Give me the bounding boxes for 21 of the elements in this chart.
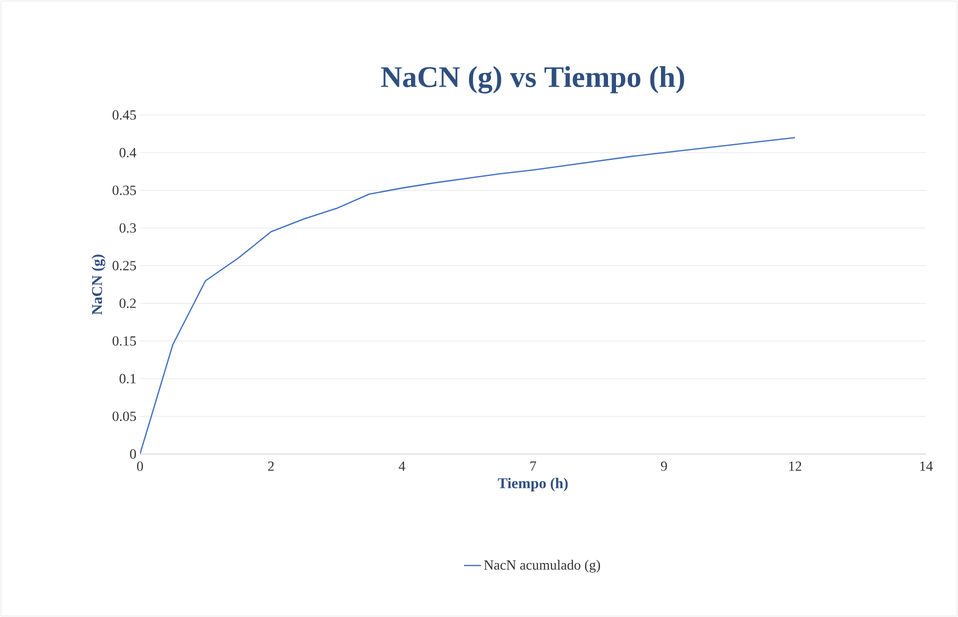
x-tick-label: 9	[660, 462, 667, 471]
x-tick-label: 0	[137, 462, 143, 471]
x-tick-label: 7	[530, 462, 536, 471]
x-tick-label: 2	[268, 462, 274, 471]
y-tick-label: 0.15	[112, 336, 136, 346]
y-tick-label: 0.45	[112, 110, 136, 120]
y-tick-label: 0.2	[120, 298, 136, 308]
x-tick-label: 14	[920, 462, 933, 471]
y-tick-label: 0.05	[112, 412, 136, 422]
x-axis-title: Tiempo (h)	[498, 478, 568, 492]
y-tick-label: 0.3	[120, 223, 136, 233]
x-tick-label: 4	[398, 462, 406, 471]
y-tick-label: 0.1	[120, 374, 136, 384]
x-tick-label: 12	[789, 462, 802, 471]
y-tick-label: 0.35	[112, 186, 136, 196]
y-tick-label: 0.4	[120, 148, 136, 158]
y-axis-title: NaCN (g)	[92, 254, 106, 315]
chart-title: NaCN (g) vs Tiempo (h)	[381, 66, 684, 94]
y-tick-label: 0	[130, 449, 136, 459]
legend-label: NacN acumulado (g)	[484, 560, 600, 573]
y-tick-label: 0.25	[112, 260, 136, 270]
